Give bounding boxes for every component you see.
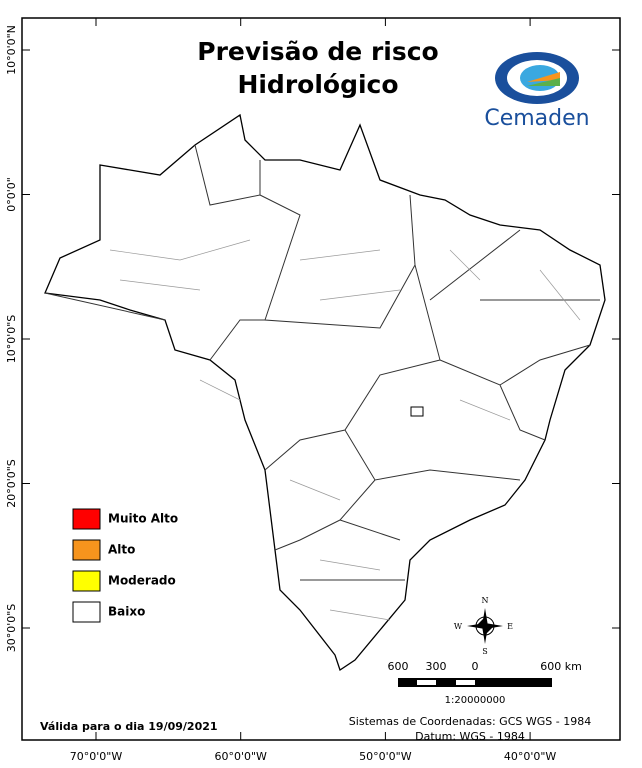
latitude-label: 20°0'0"S [5,459,18,508]
logo-text: Cemaden [484,106,589,131]
latitude-label: 0°0'0" [5,177,18,212]
datum: Datum: WGS - 1984 [415,730,525,743]
latitude-label: 10°0'0"N [5,25,18,75]
coordinate-system: Sistemas de Coordenadas: GCS WGS - 1984 [349,715,591,728]
scale-label: 600 km [540,660,582,673]
legend-swatch [72,508,101,530]
latitude-label: 10°0'0"S [5,315,18,364]
latitude-label: 30°0'0"S [5,604,18,653]
legend-swatch [72,570,101,592]
validity-date: Válida para o dia 19/09/2021 [40,720,218,733]
longitude-label: 50°0'0"W [359,750,412,763]
compass-north: N [482,596,489,605]
federal-district [410,406,424,417]
longitude-label: 60°0'0"W [214,750,267,763]
legend-label: Alto [108,543,135,557]
scale-label: 600 [388,660,409,673]
title-line: Hidrológico [237,70,398,99]
longitude-label: 40°0'0"W [504,750,557,763]
legend-label: Baixo [108,605,145,619]
legend-swatch [72,539,101,561]
country-outline [44,113,606,672]
scale-ratio: 1:20000000 [445,695,506,706]
state-borders [44,144,600,621]
scale-label: 300 [426,660,447,673]
legend-label: Moderado [108,574,176,588]
legend-label: Muito Alto [108,512,178,526]
compass-west: W [454,622,463,631]
longitude-label: 70°0'0"W [70,750,123,763]
title-line: Previsão de risco [197,37,438,66]
scale-label: 0 [472,660,479,673]
compass: N S E W [454,596,513,656]
scale-bar [398,678,552,687]
compass-east: E [507,622,513,631]
legend-swatch [72,601,101,623]
logo: Cemaden [484,52,590,131]
compass-south: S [482,647,487,656]
